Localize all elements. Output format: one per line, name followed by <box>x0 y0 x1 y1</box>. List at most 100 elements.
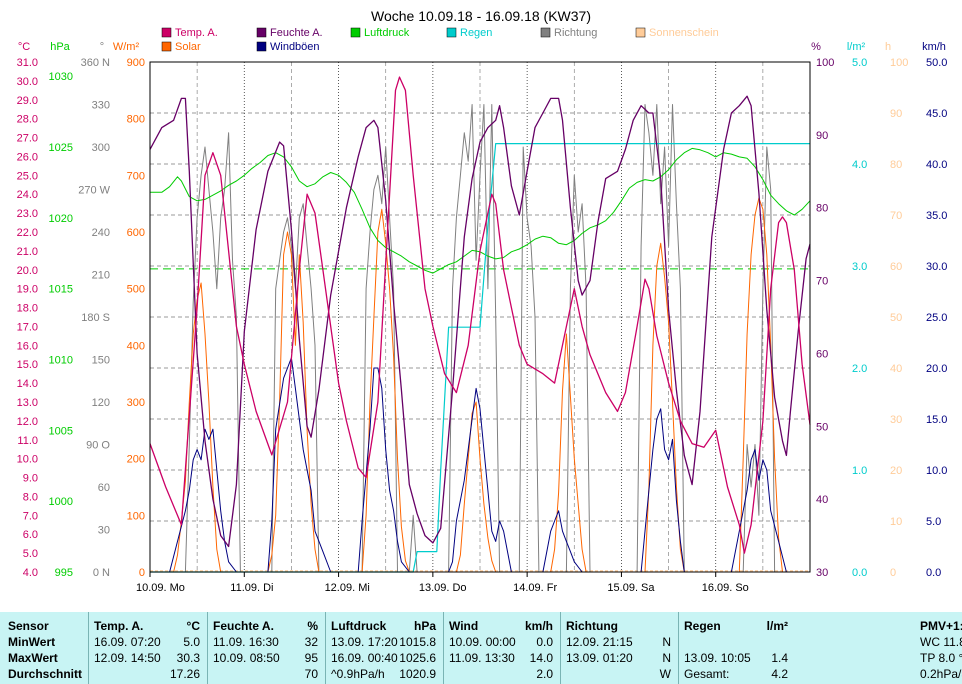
regen-header: Regen <box>684 619 721 633</box>
druck-max-time: 16.09. 00:40 <box>331 651 398 665</box>
row-durchschnitt: Durchschnitt <box>8 667 83 681</box>
wind-min-time: 10.09. 00:00 <box>449 635 516 649</box>
axis-tick-pressure: 1005 <box>49 425 73 437</box>
legend-label: Sonnenschein <box>649 27 719 39</box>
axis-tick-humidity: 50 <box>816 421 828 433</box>
chart-grid <box>150 62 810 572</box>
axis-tick-solar: 700 <box>127 170 145 182</box>
axis-tick-wind: 10.0 <box>926 465 947 477</box>
wind-max: 14.0 <box>529 651 553 665</box>
axis-tick-sunshine: 100 <box>890 57 908 69</box>
day-label: 16.09. So <box>702 582 749 594</box>
axis-tick-direction: 330 <box>92 100 110 112</box>
axis-tick-direction: 300 <box>92 142 110 154</box>
axis-tick-rain: 0.0 <box>852 567 867 579</box>
axis-tick-solar: 900 <box>127 57 145 69</box>
axis-tick-temp: 8.0 <box>23 491 38 503</box>
axis-tick-humidity: 100 <box>816 57 834 69</box>
wind-min: 0.0 <box>536 635 553 649</box>
legend-swatch <box>161 27 172 38</box>
axis-unit-rain: l/m² <box>847 41 866 53</box>
feuchte-header: Feuchte A. <box>213 619 274 633</box>
axis-tick-wind: 50.0 <box>926 57 947 69</box>
legend-swatch <box>635 27 646 38</box>
axis-tick-wind: 0.0 <box>926 567 941 579</box>
axis-tick-solar: 400 <box>127 340 145 352</box>
day-label: 11.09. Di <box>230 582 273 594</box>
axis-tick-temp: 5.0 <box>23 548 38 560</box>
axis-tick-solar: 600 <box>127 227 145 239</box>
legend-swatch <box>540 27 551 38</box>
axis-tick-temp: 25.0 <box>17 170 38 182</box>
axis-tick-wind: 25.0 <box>926 312 947 324</box>
axis-tick-sunshine: 90 <box>890 108 902 120</box>
chart-axes: °C 31.0 30.0 29.0 28.0 27.0 26.0 25.0 24.0 23.0 22… <box>17 41 948 579</box>
regen-max-time: 13.09. 10:05 <box>684 651 751 665</box>
axis-tick-wind: 45.0 <box>926 108 947 120</box>
axis-tick-temp: 6.0 <box>23 529 38 541</box>
legend-label: Regen <box>460 27 492 39</box>
axis-tick-temp: 14.0 <box>17 378 38 390</box>
axis-unit-sunshine: h <box>885 41 891 53</box>
axis-tick-solar: 200 <box>127 454 145 466</box>
separator <box>443 612 444 684</box>
axis-tick-wind: 30.0 <box>926 261 947 273</box>
temp-min-time: 16.09. 07:20 <box>94 635 161 649</box>
axis-tick-temp: 12.0 <box>17 416 38 428</box>
axis-tick-temp: 21.0 <box>17 246 38 258</box>
separator <box>678 612 679 684</box>
axis-tick-temp: 24.0 <box>17 189 38 201</box>
axis-unit-solar: W/m² <box>113 41 140 53</box>
axis-tick-direction: 180 S <box>81 312 110 324</box>
axis-tick-pressure: 1015 <box>49 284 73 296</box>
axis-tick-sunshine: 10 <box>890 516 902 528</box>
axis-tick-temp: 19.0 <box>17 284 38 296</box>
chart-title: Woche 10.09.18 - 16.09.18 (KW37) <box>371 8 591 24</box>
axis-tick-wind: 40.0 <box>926 159 947 171</box>
axis-unit-wind: km/h <box>922 41 946 53</box>
regen-total: 4.2 <box>771 667 788 681</box>
axis-tick-direction: 90 O <box>86 440 110 452</box>
axis-tick-wind: 35.0 <box>926 210 947 222</box>
day-label: 13.09. Do <box>419 582 467 594</box>
temp-max: 30.3 <box>176 651 200 665</box>
legend-label: Solar <box>175 41 201 53</box>
axis-tick-pressure: 1010 <box>49 355 73 367</box>
axis-tick-wind: 5.0 <box>926 516 941 528</box>
axis-tick-humidity: 40 <box>816 494 828 506</box>
weather-chart: Woche 10.09.18 - 16.09.18 (KW37) Temp. A… <box>17 8 948 594</box>
feuchte-unit: % <box>307 619 318 633</box>
plot-frame <box>149 61 811 573</box>
legend-swatch <box>446 27 457 38</box>
axis-tick-pressure: 1025 <box>49 142 73 154</box>
feuchte-avg: 70 <box>304 667 318 681</box>
regen-max: 1.4 <box>771 651 788 665</box>
series-regen <box>150 143 810 573</box>
druck-trend: ^0.9hPa/h <box>331 667 385 681</box>
day-label: 15.09. Sa <box>607 582 655 594</box>
axis-tick-sunshine: 80 <box>890 159 902 171</box>
axis-tick-humidity: 80 <box>816 203 828 215</box>
axis-tick-rain: 5.0 <box>852 57 867 69</box>
feuchte-min: 32 <box>304 635 318 649</box>
axis-tick-humidity: 30 <box>816 567 828 579</box>
temp-avg: 17.26 <box>169 667 200 681</box>
temp-min: 5.0 <box>183 635 200 649</box>
axis-tick-temp: 4.0 <box>23 567 38 579</box>
day-label: 14.09. Fr <box>513 582 557 594</box>
feuchte-max-time: 10.09. 08:50 <box>213 651 280 665</box>
axis-unit-pressure: hPa <box>50 41 70 53</box>
row-minwert: MinWert <box>8 635 56 649</box>
axis-tick-temp: 11.0 <box>17 435 38 447</box>
separator <box>560 612 561 684</box>
legend-label: Temp. A. <box>175 27 218 39</box>
series-feuchte-a <box>149 95 811 548</box>
wind-header: Wind <box>449 619 479 633</box>
legend-label: Windböen <box>270 41 320 53</box>
axis-tick-rain: 3.0 <box>852 261 867 273</box>
axis-tick-sunshine: 0 <box>890 567 896 579</box>
axis-tick-temp: 22.0 <box>17 227 38 239</box>
axis-tick-temp: 23.0 <box>17 208 38 220</box>
axis-tick-direction: 240 <box>92 227 110 239</box>
richtung-min: N <box>662 635 671 649</box>
